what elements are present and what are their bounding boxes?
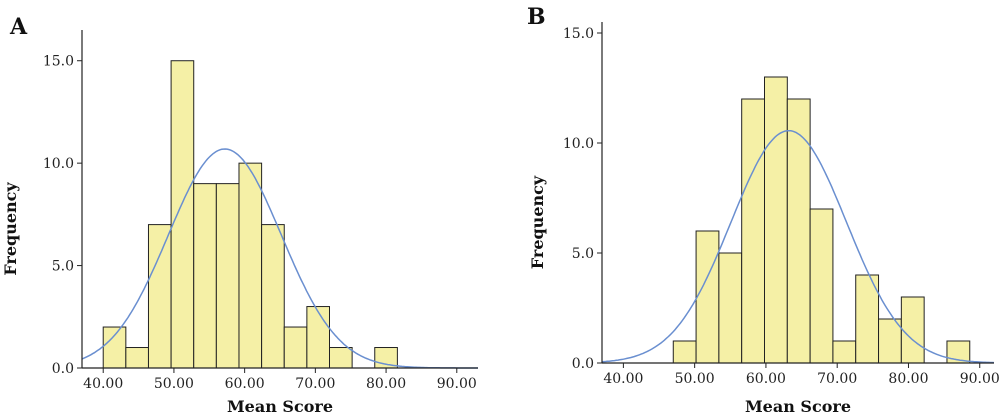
x-tick-label: 70.00 — [817, 371, 857, 387]
x-axis-title: Mean Score — [745, 397, 851, 416]
y-tick-label: 0.0 — [52, 361, 74, 377]
panel-label-b: B — [527, 4, 546, 30]
x-tick-label: 50.00 — [154, 376, 194, 392]
histogram-bar — [238, 162, 263, 369]
y-axis-title: Frequency — [528, 175, 547, 269]
x-tick-label: 80.00 — [888, 371, 928, 387]
y-tick-label: 5.0 — [572, 246, 594, 262]
y-tick-label: 10.0 — [563, 136, 594, 152]
histogram-bar — [672, 340, 697, 364]
normal-curve — [601, 129, 995, 364]
histogram-bar — [764, 76, 788, 364]
histogram-bar — [125, 347, 149, 369]
x-tick-label: 80.00 — [366, 376, 406, 392]
y-tick-label: 0.0 — [572, 356, 594, 372]
panel-label-a: A — [9, 14, 28, 40]
histogram-bar — [261, 224, 285, 369]
x-tick-label: 70.00 — [295, 376, 335, 392]
histogram-bar — [832, 340, 857, 364]
histogram-bar — [741, 98, 766, 364]
x-tick-label: 60.00 — [746, 371, 786, 387]
x-tick-label: 60.00 — [225, 376, 265, 392]
histogram-bar — [786, 98, 811, 364]
y-tick-label: 15.0 — [43, 54, 74, 70]
y-tick-label: 5.0 — [52, 259, 74, 275]
x-tick-label: 90.00 — [960, 371, 1000, 387]
x-tick-label: 90.00 — [437, 376, 477, 392]
histogram-bar — [900, 296, 925, 364]
x-tick-label: 50.00 — [675, 371, 715, 387]
histogram-panel-b: 0.0 5.0 10.0 15.0 40.00 50.00 60.00 70.00 80.00 9… — [528, 22, 1000, 416]
histogram-bar — [306, 306, 330, 369]
histogram-bar — [718, 252, 743, 364]
histogram-panel-a: 0.0 5.0 10.0 15.0 40.00 50.00 60.00 70.00 80.00 9… — [1, 30, 478, 416]
histogram-bar — [878, 318, 902, 364]
y-tick-label: 15.0 — [563, 26, 594, 42]
histogram-bar — [102, 326, 127, 369]
normal-curve — [81, 148, 478, 369]
histogram-bar — [695, 230, 720, 364]
histogram-bar — [283, 326, 308, 369]
y-tick-label: 10.0 — [43, 156, 74, 172]
histogram-bar — [170, 60, 195, 369]
histogram-bar — [147, 224, 172, 369]
histogram-bar — [215, 183, 240, 369]
histogram-bar — [329, 347, 353, 369]
histogram-bar — [809, 208, 834, 364]
x-tick-label: 40.00 — [83, 376, 123, 392]
x-axis-title: Mean Score — [227, 397, 333, 416]
histogram-bar — [193, 183, 217, 369]
x-tick-label: 40.00 — [603, 371, 643, 387]
y-axis-title: Frequency — [1, 182, 20, 276]
